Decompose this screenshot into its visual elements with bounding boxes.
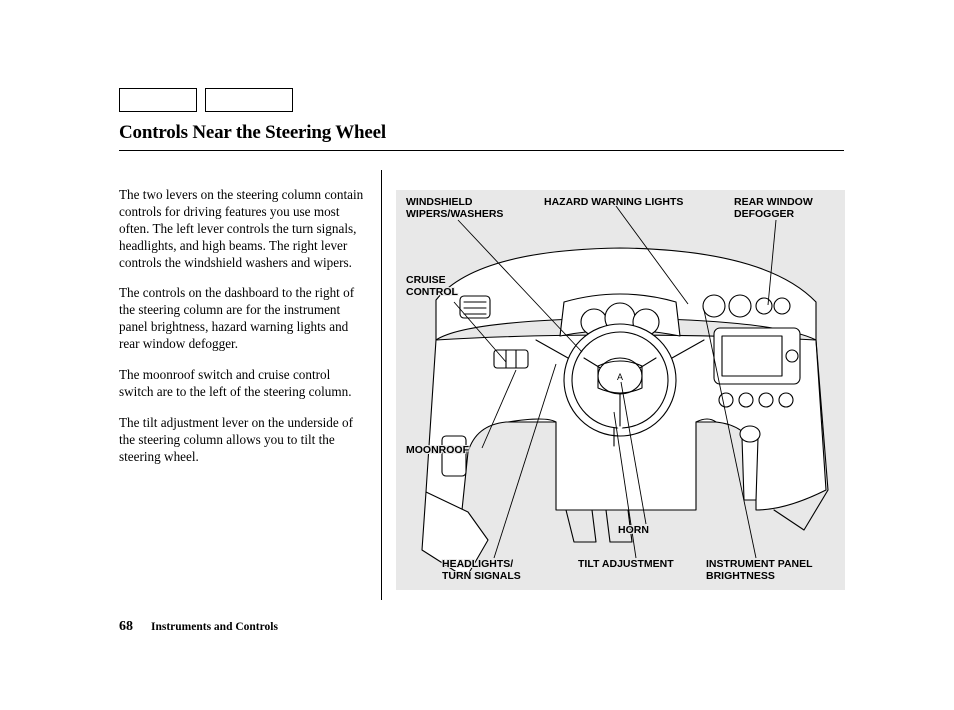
paragraph-4: The tilt adjustment lever on the undersi… bbox=[119, 415, 365, 466]
label-tilt: TILT ADJUSTMENT bbox=[578, 558, 674, 570]
label-rear-defog: REAR WINDOW DEFOGGER bbox=[734, 196, 813, 220]
label-headlights: HEADLIGHTS/ TURN SIGNALS bbox=[442, 558, 521, 582]
body-text: The two levers on the steering column co… bbox=[119, 187, 365, 479]
figure-area: A bbox=[381, 170, 845, 600]
section-name: Instruments and Controls bbox=[151, 621, 278, 633]
page-title: Controls Near the Steering Wheel bbox=[119, 122, 386, 144]
header-box-2 bbox=[205, 88, 293, 112]
page-footer: 68 Instruments and Controls bbox=[119, 617, 278, 635]
paragraph-3: The moonroof switch and cruise control s… bbox=[119, 367, 365, 401]
page-number: 68 bbox=[119, 619, 133, 634]
paragraph-1: The two levers on the steering column co… bbox=[119, 187, 365, 271]
label-cruise: CRUISE CONTROL bbox=[406, 274, 458, 298]
header-placeholder-boxes bbox=[119, 88, 293, 112]
paragraph-2: The controls on the dashboard to the rig… bbox=[119, 285, 365, 353]
svg-text:A: A bbox=[617, 372, 623, 382]
title-rule bbox=[119, 150, 844, 151]
label-horn: HORN bbox=[618, 524, 649, 536]
header-box-1 bbox=[119, 88, 197, 112]
label-instrument-panel: INSTRUMENT PANEL BRIGHTNESS bbox=[706, 558, 813, 582]
label-windshield: WINDSHIELD WIPERS/WASHERS bbox=[406, 196, 503, 220]
label-hazard: HAZARD WARNING LIGHTS bbox=[544, 196, 683, 208]
manual-page: Controls Near the Steering Wheel The two… bbox=[0, 0, 954, 710]
label-moonroof: MOONROOF bbox=[406, 444, 469, 456]
